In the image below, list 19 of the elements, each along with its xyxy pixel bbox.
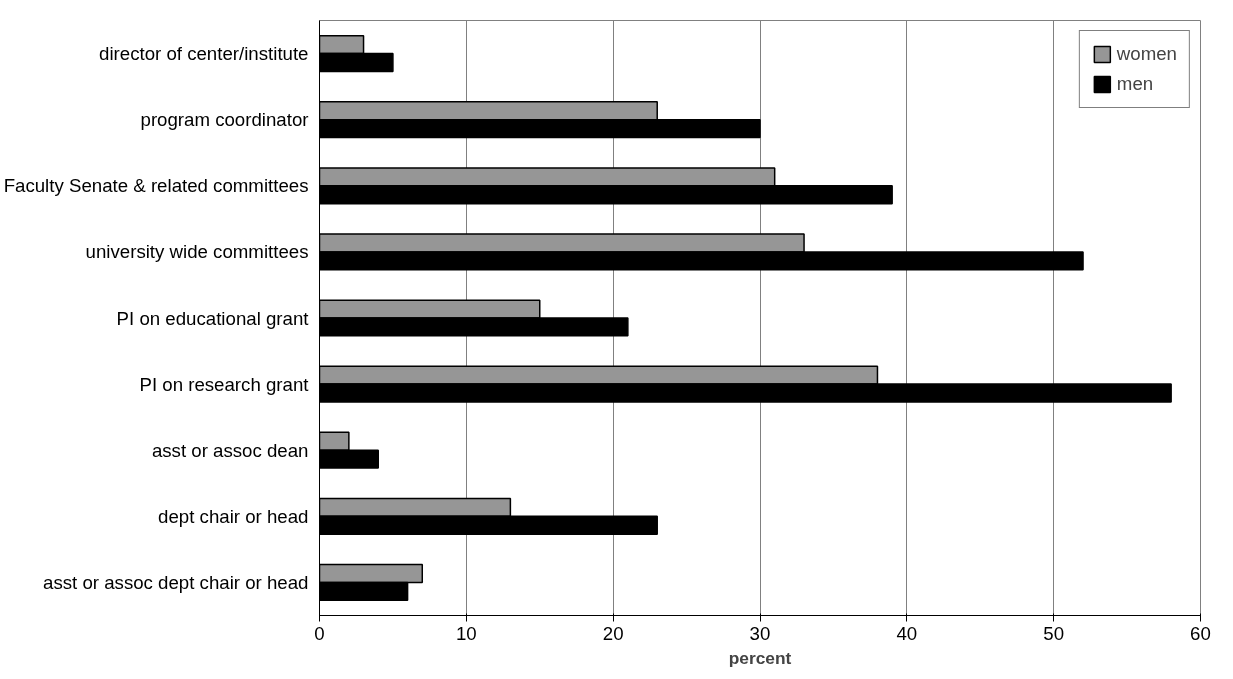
x-tick-label: 0 bbox=[314, 622, 325, 644]
y-tick-label: asst or assoc dept chair or head bbox=[43, 571, 309, 593]
y-tick-label: dept chair or head bbox=[158, 505, 309, 527]
y-tick-label: PI on research grant bbox=[139, 373, 310, 395]
x-tick-label: 30 bbox=[749, 622, 771, 644]
legend-label: men bbox=[1116, 73, 1154, 95]
y-tick-label: asst or assoc dean bbox=[151, 439, 309, 461]
x-tick-label: 40 bbox=[896, 622, 918, 644]
y-tick-label: Faculty Senate & related committees bbox=[3, 175, 309, 197]
x-tick-label: 60 bbox=[1190, 622, 1211, 644]
y-tick-label: director of center/institute bbox=[99, 43, 309, 65]
x-tick-label: 10 bbox=[455, 622, 477, 644]
x-axis-title: percent bbox=[728, 647, 792, 668]
y-tick-label: program coordinator bbox=[140, 109, 309, 131]
x-tick-label: 20 bbox=[602, 622, 624, 644]
legend-label: women bbox=[1116, 43, 1177, 65]
x-tick-label: 50 bbox=[1043, 622, 1065, 644]
y-tick-label: PI on educational grant bbox=[116, 307, 310, 329]
y-tick-label: university wide committees bbox=[85, 241, 309, 263]
